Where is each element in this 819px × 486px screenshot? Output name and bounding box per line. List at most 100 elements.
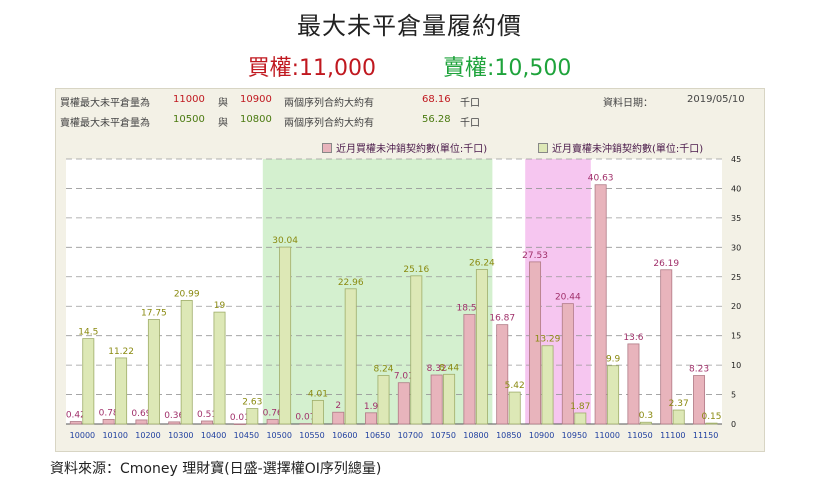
y-tick-label: 0 <box>731 420 736 429</box>
legend-call-swatch <box>322 143 332 153</box>
put-bar <box>344 288 357 425</box>
put-bar <box>180 299 193 425</box>
put-data-label: 2.63 <box>242 398 262 408</box>
call-data-label: 40.63 <box>588 174 614 184</box>
x-tick-label: 10900 <box>529 431 554 440</box>
put-data-label: 0.3 <box>639 411 653 421</box>
put-bar <box>147 319 160 425</box>
call-bar <box>693 375 706 425</box>
call-bar <box>332 411 345 425</box>
call-data-label: 20.44 <box>555 293 581 303</box>
date-value: 2019/05/10 <box>687 94 745 105</box>
put-bar <box>82 338 95 425</box>
y-tick-label: 40 <box>731 184 741 193</box>
put-data-label: 9.9 <box>606 355 621 365</box>
call-bar <box>233 423 246 425</box>
x-tick-label: 11150 <box>693 431 718 440</box>
put-data-label: 8.44 <box>439 363 459 373</box>
info-put-unit: 千口 <box>460 118 480 129</box>
y-tick-label: 30 <box>731 243 741 252</box>
put-bar <box>607 365 620 425</box>
call-data-label: 16.87 <box>489 314 515 324</box>
call-bar <box>69 421 82 425</box>
call-bar <box>168 421 181 425</box>
info-put-strike1: 10500 <box>173 114 205 125</box>
x-tick-label: 10550 <box>299 431 324 440</box>
x-tick-label: 10400 <box>201 431 226 440</box>
call-bar <box>299 423 312 425</box>
y-tick-label: 20 <box>731 302 741 311</box>
call-bar <box>430 374 443 425</box>
call-bar <box>594 184 607 425</box>
put-data-label: 14.5 <box>78 328 98 338</box>
put-bar <box>377 375 390 425</box>
x-tick-label: 11100 <box>660 431 685 440</box>
call-max-strike: 買權:11,000 <box>247 56 376 81</box>
call-data-label: 8.32 <box>427 364 447 374</box>
put-bar <box>246 408 259 425</box>
call-data-label: 1.9 <box>364 402 379 412</box>
legend-put: 近月賣權未沖銷契約數(單位:千口) <box>538 140 703 155</box>
info-call-strike2: 10900 <box>240 94 272 105</box>
x-tick-label: 11050 <box>627 431 652 440</box>
call-data-label: 0.36 <box>164 411 184 421</box>
put-bar <box>672 409 685 425</box>
call-data-label: 18.59 <box>457 304 483 314</box>
put-bar <box>213 311 226 425</box>
info-put-and: 與 <box>218 118 228 129</box>
x-tick-label: 10750 <box>430 431 455 440</box>
put-data-label: 1.87 <box>570 402 590 412</box>
x-tick-label: 10100 <box>102 431 127 440</box>
call-data-label: 0.76 <box>263 409 283 419</box>
put-bar <box>541 345 554 425</box>
call-bar <box>561 303 574 425</box>
put-bar <box>279 246 292 425</box>
y-tick-label: 35 <box>731 214 741 223</box>
put-data-label: 26.24 <box>469 258 495 268</box>
info-call-and: 與 <box>218 98 228 109</box>
call-data-label: 8.23 <box>689 365 709 375</box>
legend-put-swatch <box>538 143 548 153</box>
y-tick-label: 15 <box>731 332 741 341</box>
put-bar <box>705 422 718 425</box>
x-tick-label: 10600 <box>332 431 357 440</box>
info-put-strike2: 10800 <box>240 114 272 125</box>
call-bar <box>397 382 410 425</box>
put-data-label: 25.16 <box>403 265 429 275</box>
put-max-strike: 賣權:10,500 <box>443 56 572 81</box>
x-tick-label: 10500 <box>266 431 291 440</box>
put-bar <box>475 269 488 425</box>
info-call-strike1: 11000 <box>173 94 205 105</box>
call-data-label: 0.01 <box>230 413 250 423</box>
call-data-label: 0.78 <box>99 408 119 418</box>
call-data-label: 0.69 <box>131 409 151 419</box>
put-bar <box>639 421 652 425</box>
info-call-prefix: 買權最大未平倉量為 <box>60 98 150 109</box>
page-title: 最大未平倉量履約價 <box>297 12 522 40</box>
call-data-label: 0.51 <box>197 410 217 420</box>
call-data-label: 2 <box>335 401 341 411</box>
info-put-value: 56.28 <box>422 114 451 125</box>
x-tick-label: 10850 <box>496 431 521 440</box>
call-bar <box>529 261 542 425</box>
call-bar <box>266 419 279 425</box>
info-put-prefix: 賣權最大未平倉量為 <box>60 118 150 129</box>
x-tick-label: 10200 <box>135 431 160 440</box>
call-data-label: 0.07 <box>295 413 315 423</box>
put-data-label: 2.37 <box>669 399 689 409</box>
put-data-label: 19 <box>214 301 226 311</box>
y-tick-label: 45 <box>731 155 741 164</box>
call-data-label: 27.53 <box>522 251 548 261</box>
put-bar <box>508 391 521 425</box>
call-data-label: 7.01 <box>394 372 414 382</box>
put-bar <box>311 399 324 425</box>
put-bar <box>443 373 456 425</box>
info-call-middle: 兩個序列合約大約有 <box>284 98 374 109</box>
call-bar <box>102 419 115 425</box>
call-bar <box>627 343 640 425</box>
put-data-label: 8.24 <box>373 364 393 374</box>
subtitle: 買權:11,000 賣權:10,500 <box>0 50 819 82</box>
y-tick-label: 10 <box>731 361 741 370</box>
put-data-label: 22.96 <box>338 278 364 288</box>
